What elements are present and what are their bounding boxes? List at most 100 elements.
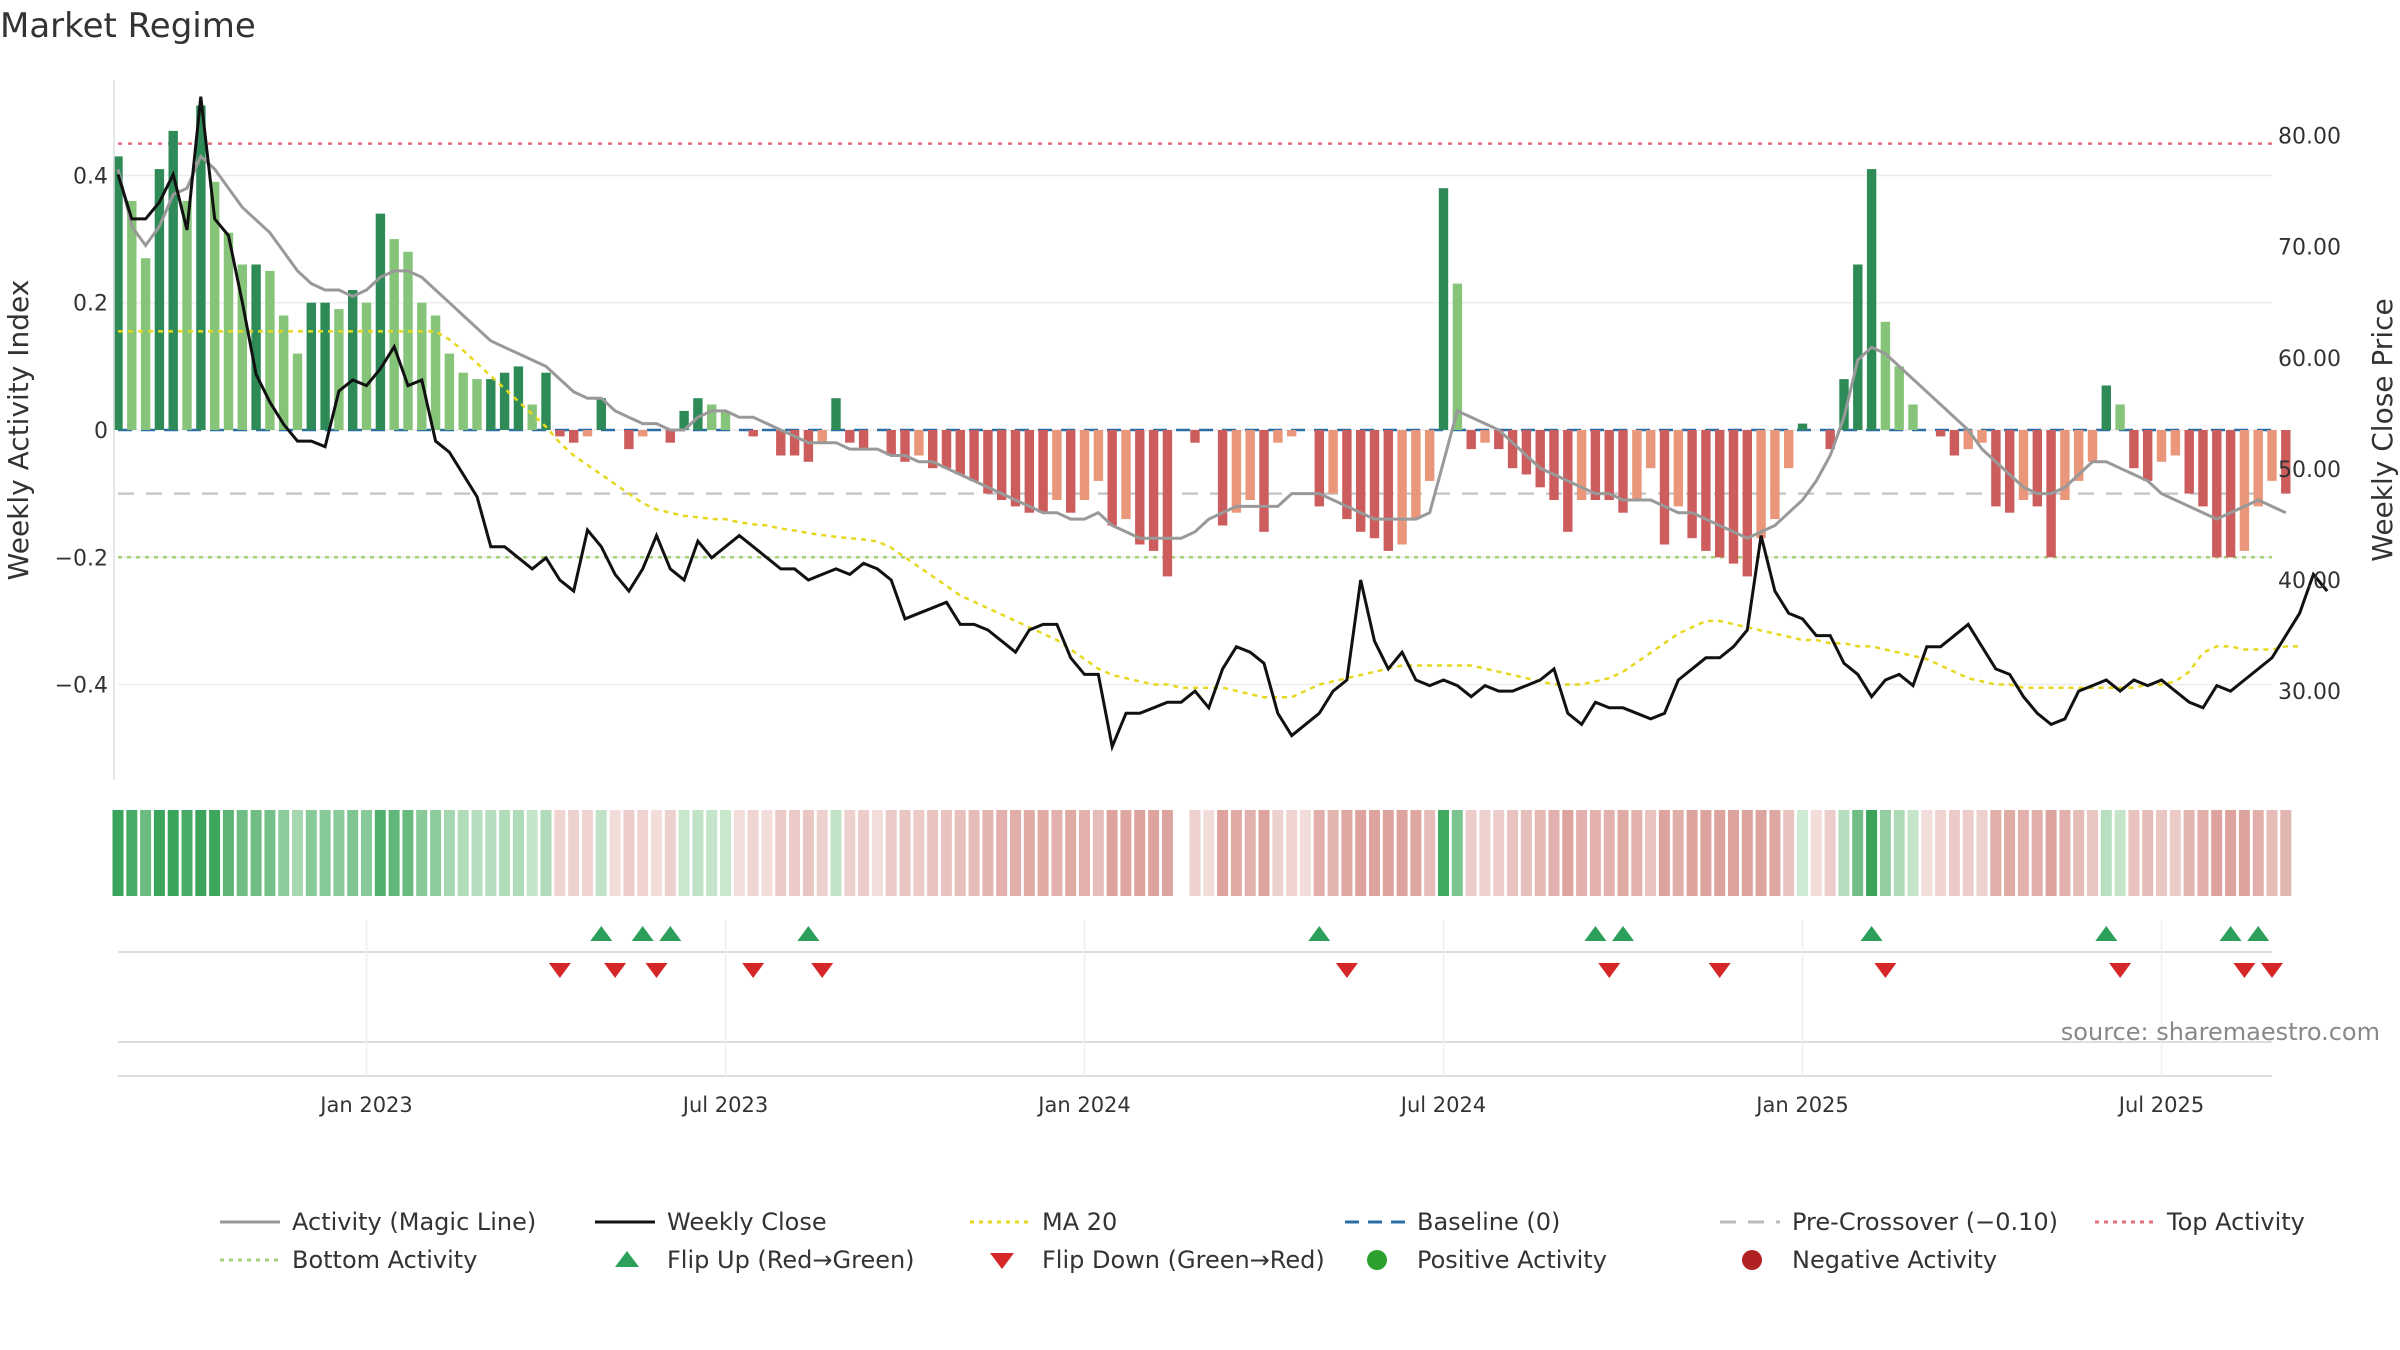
regime-cell xyxy=(2211,810,2223,896)
flip-up-legend-icon xyxy=(615,1251,639,1267)
activity-bar xyxy=(1231,430,1242,513)
activity-bar xyxy=(1245,430,1255,500)
activity-bar xyxy=(1397,430,1407,545)
activity-bar xyxy=(1466,430,1476,450)
regime-cell xyxy=(1603,810,1615,896)
regime-cell xyxy=(996,810,1008,896)
regime-cell xyxy=(2169,810,2181,896)
regime-cell xyxy=(443,810,455,896)
flip-up-marker xyxy=(2095,926,2118,941)
activity-bar xyxy=(334,309,344,430)
activity-bar xyxy=(624,430,634,450)
regime-cell xyxy=(1783,810,1795,896)
activity-bar xyxy=(1369,430,1380,539)
activity-bar xyxy=(1880,321,1891,430)
regime-cell xyxy=(871,810,883,896)
regime-cell xyxy=(1879,810,1891,896)
regime-cell xyxy=(1051,810,1063,896)
regime-cell xyxy=(1921,810,1933,896)
activity-bar xyxy=(1549,430,1559,500)
flip-up-marker xyxy=(631,926,654,941)
activity-bar xyxy=(1977,430,1987,443)
regime-cell xyxy=(692,810,704,896)
activity-bar xyxy=(2143,430,2153,481)
activity-bar xyxy=(113,156,123,430)
activity-bar xyxy=(1894,366,1904,430)
y-right-tick-label: 30.00 xyxy=(2278,680,2341,705)
regime-cell xyxy=(1161,810,1173,896)
activity-bar xyxy=(707,404,717,430)
regime-cell xyxy=(1866,810,1878,896)
regime-cell xyxy=(1576,810,1588,896)
regime-cell xyxy=(1313,810,1325,896)
regime-cell xyxy=(1700,810,1712,896)
activity-bar xyxy=(1010,430,1021,507)
regime-cell xyxy=(2004,810,2016,896)
legend-label: Weekly Close xyxy=(667,1208,827,1236)
regime-cell xyxy=(278,810,290,896)
activity-bar xyxy=(210,181,220,430)
activity-bar xyxy=(1576,430,1587,500)
activity-bar xyxy=(237,264,247,430)
activity-bar xyxy=(403,251,413,430)
flip-down-marker xyxy=(811,963,834,978)
legend-item-pos: Positive Activity xyxy=(1367,1246,1607,1274)
legend-label: Pre-Crossover (−0.10) xyxy=(1792,1208,2058,1236)
regime-cell xyxy=(1327,810,1339,896)
legend-item-magic: Activity (Magic Line) xyxy=(220,1208,536,1236)
legend-label: Negative Activity xyxy=(1792,1246,1997,1274)
activity-bar xyxy=(582,430,593,437)
flip-up-marker xyxy=(2219,926,2242,941)
regime-cell xyxy=(2266,810,2278,896)
regime-cell xyxy=(1658,810,1670,896)
flip-up-marker xyxy=(1860,926,1883,941)
regime-cell xyxy=(1935,810,1947,896)
activity-bar xyxy=(1659,430,1670,545)
regime-cell xyxy=(181,810,193,896)
activity-bar xyxy=(1825,430,1835,450)
flip-down-marker xyxy=(548,963,571,978)
regime-cell xyxy=(402,810,414,896)
legend-label: Bottom Activity xyxy=(292,1246,477,1274)
activity-bar xyxy=(1383,430,1393,551)
regime-cell xyxy=(319,810,331,896)
regime-cell xyxy=(1424,810,1436,896)
activity-bar xyxy=(569,430,579,443)
regime-cell xyxy=(1355,810,1367,896)
activity-bar xyxy=(845,430,855,443)
flip-up-marker xyxy=(1308,926,1331,941)
flip-down-marker xyxy=(1335,963,1358,978)
activity-bar xyxy=(168,130,178,430)
activity-bar xyxy=(306,302,316,430)
chart-title: Market Regime xyxy=(0,6,256,46)
activity-bar xyxy=(1438,188,1449,430)
regime-cell xyxy=(1230,810,1242,896)
activity-bar xyxy=(1079,430,1090,500)
regime-cell xyxy=(2059,810,2071,896)
regime-cell xyxy=(1148,810,1160,896)
activity-bar xyxy=(1742,430,1752,577)
regime-cell xyxy=(333,810,345,896)
flip-down-marker xyxy=(645,963,668,978)
y-right-tick-label: 40.00 xyxy=(2278,569,2341,594)
activity-bar xyxy=(2212,430,2222,558)
regime-cell xyxy=(1948,810,1960,896)
x-tick-label: Jan 2024 xyxy=(1036,1093,1131,1117)
regime-cell xyxy=(1893,810,1905,896)
regime-cell xyxy=(1962,810,1974,896)
regime-cell xyxy=(2114,810,2126,896)
activity-bar xyxy=(140,258,151,430)
y-right-tick-label: 60.00 xyxy=(2278,347,2341,372)
activity-bar xyxy=(2225,430,2236,558)
regime-cell xyxy=(1672,810,1684,896)
activity-bar xyxy=(2129,430,2139,469)
activity-bar xyxy=(2115,404,2125,430)
regime-cell xyxy=(153,810,165,896)
activity-bar xyxy=(1066,430,1076,513)
activity-bar xyxy=(2032,430,2042,507)
reference-lines xyxy=(118,142,2272,559)
activity-bar xyxy=(154,169,165,430)
y-right-tick-label: 80.00 xyxy=(2278,125,2341,150)
legend-item-flipdown: Flip Down (Green→Red) xyxy=(990,1246,1325,1274)
activity-bar xyxy=(969,430,979,481)
